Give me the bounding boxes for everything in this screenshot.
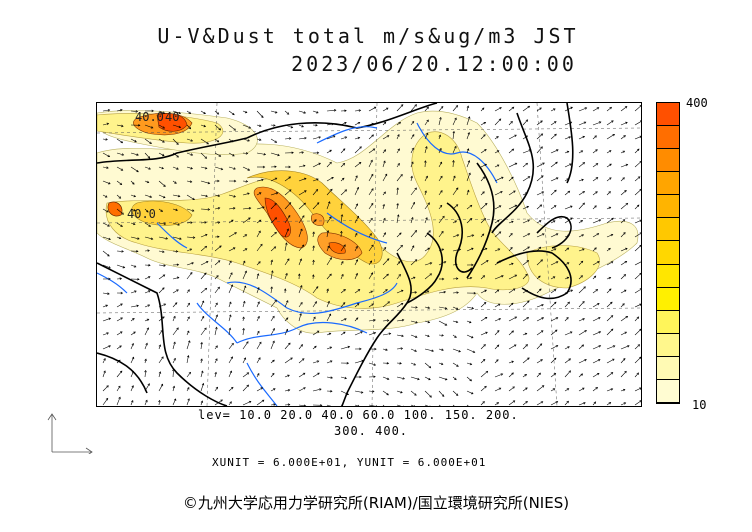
map-title: U-V&Dust total m/s&ug/m3 JST [157, 24, 579, 48]
contour-levels: lev= 10.0 20.0 40.0 60.0 100. 150. 200. [198, 408, 519, 422]
vector-units: XUNIT = 6.000E+01, YUNIT = 6.000E+01 [212, 456, 487, 469]
colorbar-segment [657, 287, 679, 311]
colorbar-segment [657, 379, 679, 403]
colorbar-min-label: 10 [692, 398, 707, 412]
colorbar-max-label: 400 [686, 96, 708, 110]
colorbar-segment [657, 241, 679, 265]
rivers [97, 122, 498, 406]
colorbar-segment [657, 218, 679, 242]
colorbar-segment [657, 172, 679, 196]
contour-label: 40.0 [135, 110, 164, 124]
colorbar-segment [657, 103, 679, 127]
graticule [97, 103, 641, 406]
dust-shading [97, 110, 639, 334]
colorbar-segment [657, 195, 679, 219]
colorbar-segment [657, 310, 679, 334]
colorbar-segment [657, 356, 679, 380]
copyright-notice: ©九州大学応用力学研究所(RIAM)/国立環境研究所(NIES) [182, 494, 570, 512]
colorbar-segment [657, 126, 679, 150]
colorbar-segment [657, 149, 679, 173]
contour-label: 40 [165, 110, 179, 124]
colorbar-segment [657, 264, 679, 288]
map-timestamp: 2023/06/20.12:00:00 [291, 52, 577, 76]
colorbar-segment [657, 333, 679, 357]
dust-map: 40.0 40.0 40 [96, 102, 642, 407]
contour-levels-cont: 300. 400. [334, 424, 409, 438]
reference-vector-icon [47, 413, 93, 454]
wind-vectors [102, 104, 641, 406]
colorbar [656, 102, 680, 404]
